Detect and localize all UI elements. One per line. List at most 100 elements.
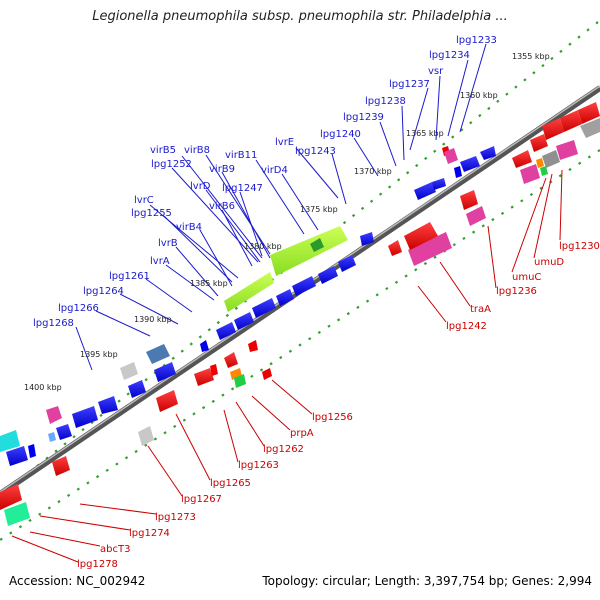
- gene-label[interactable]: lvrA: [150, 256, 170, 267]
- gene-magenta-1[interactable]: [46, 406, 62, 424]
- gene-label[interactable]: virB5: [150, 145, 176, 156]
- gene-label[interactable]: lpg1265: [210, 478, 251, 489]
- gene-blue-20[interactable]: [6, 446, 28, 466]
- gene-label[interactable]: lpg1267: [181, 494, 222, 505]
- gene-green-2[interactable]: [540, 166, 548, 176]
- gene-blue-11[interactable]: [460, 156, 480, 172]
- gene-label[interactable]: lpg1261: [109, 271, 150, 282]
- gene-label[interactable]: lpg1237: [389, 79, 430, 90]
- gene-label[interactable]: lpg1263: [238, 460, 279, 471]
- gene-red-8[interactable]: [388, 240, 402, 256]
- gene-orange-1[interactable]: [536, 158, 544, 168]
- gene-label[interactable]: lpg1278: [77, 559, 118, 570]
- gene-blue-14[interactable]: [200, 340, 209, 352]
- gene-red-17[interactable]: [0, 484, 22, 510]
- gene-red-11[interactable]: [248, 340, 258, 352]
- gene-blue-7[interactable]: [338, 255, 356, 272]
- gene-label[interactable]: lpg1230: [559, 241, 600, 252]
- gene-label[interactable]: lpg1233: [456, 35, 497, 46]
- gene-blue-6[interactable]: [318, 266, 338, 284]
- gene-blue-3[interactable]: [252, 298, 276, 318]
- gene-label[interactable]: virB9: [209, 164, 235, 175]
- gene-grey-2[interactable]: [580, 118, 600, 138]
- gene-magenta-4[interactable]: [466, 206, 486, 226]
- gene-virB-cluster-green-1[interactable]: [224, 272, 274, 312]
- gene-label[interactable]: lvrD: [190, 181, 211, 192]
- gene-grey-1[interactable]: [120, 362, 138, 380]
- gene-blue-19[interactable]: [56, 424, 72, 440]
- gene-red-6[interactable]: [460, 190, 478, 210]
- gene-grey-4[interactable]: [138, 426, 154, 446]
- gene-label[interactable]: lpg1256: [312, 412, 353, 423]
- gene-label[interactable]: virB8: [184, 145, 210, 156]
- gene-red-14[interactable]: [262, 368, 272, 380]
- gene-blue-21[interactable]: [28, 444, 36, 458]
- gene-label[interactable]: lpg1239: [343, 112, 384, 123]
- gene-label[interactable]: traA: [470, 304, 491, 315]
- gene-label[interactable]: lpg1262: [263, 444, 304, 455]
- gene-blue-10[interactable]: [432, 178, 446, 190]
- gene-label[interactable]: lvrC: [134, 195, 154, 206]
- gene-grey-3[interactable]: [542, 150, 560, 168]
- gene-label[interactable]: lpg1238: [365, 96, 406, 107]
- gene-virB-cluster-green-2[interactable]: [270, 226, 348, 276]
- gene-blue-13[interactable]: [454, 166, 462, 178]
- gene-label[interactable]: umuC: [512, 272, 541, 283]
- gene-label[interactable]: umuD: [534, 257, 564, 268]
- gene-label[interactable]: lpg1247: [222, 183, 263, 194]
- gene-magenta-3[interactable]: [520, 164, 540, 184]
- gene-label[interactable]: lpg1268: [33, 318, 74, 329]
- gene-red-13[interactable]: [210, 364, 218, 376]
- gene-red-12[interactable]: [194, 368, 214, 386]
- gene-label[interactable]: abcT3: [100, 544, 130, 555]
- gene-blue-18[interactable]: [72, 406, 98, 428]
- gene-blue-9[interactable]: [414, 182, 436, 200]
- gene-label[interactable]: lpg1242: [446, 321, 487, 332]
- gene-label[interactable]: virD4: [261, 165, 288, 176]
- gene-blue-2[interactable]: [234, 312, 254, 330]
- gene-steel-1[interactable]: [146, 344, 170, 364]
- gene-label[interactable]: lpg1266: [58, 303, 99, 314]
- gene-green-dark[interactable]: [310, 238, 324, 252]
- gene-label[interactable]: prpA: [290, 428, 314, 439]
- gene-label[interactable]: lvrB: [158, 238, 178, 249]
- gene-red-5[interactable]: [512, 150, 532, 168]
- gene-label[interactable]: lpg1255: [131, 208, 172, 219]
- gene-label[interactable]: lpg1264: [83, 286, 124, 297]
- gene-label[interactable]: virB6: [209, 201, 235, 212]
- gene-green-3[interactable]: [234, 374, 246, 388]
- gene-label[interactable]: virB11: [225, 150, 257, 161]
- gene-magenta-6[interactable]: [444, 148, 458, 164]
- gene-blue-17[interactable]: [98, 396, 118, 414]
- gene-blue-4[interactable]: [276, 289, 294, 306]
- gene-magenta-2[interactable]: [556, 140, 578, 160]
- gene-cyan-1[interactable]: [0, 430, 20, 452]
- gene-blue-5[interactable]: [292, 276, 316, 296]
- gene-teal-1[interactable]: [4, 502, 30, 526]
- gene-magenta-5[interactable]: [408, 232, 452, 266]
- gene-red-16[interactable]: [52, 456, 70, 476]
- gene-label[interactable]: lvrE: [275, 137, 294, 148]
- gene-red-3[interactable]: [578, 102, 600, 124]
- gene-red-10[interactable]: [224, 352, 238, 368]
- gene-label[interactable]: virB4: [176, 222, 202, 233]
- gene-blue-1[interactable]: [216, 322, 236, 340]
- gene-blue-12[interactable]: [480, 146, 496, 160]
- gene-label[interactable]: lpg1243: [295, 146, 336, 157]
- gene-label[interactable]: lpg1273: [155, 512, 196, 523]
- gene-red-15[interactable]: [156, 390, 178, 412]
- gene-label[interactable]: lpg1252: [151, 159, 192, 170]
- gene-red-4[interactable]: [530, 134, 548, 152]
- gene-label[interactable]: lpg1240: [320, 129, 361, 140]
- gene-label[interactable]: lpg1234: [429, 50, 470, 61]
- gene-blue-15[interactable]: [154, 362, 176, 382]
- gene-blue-8[interactable]: [360, 232, 374, 246]
- gene-blue-22[interactable]: [48, 432, 56, 442]
- gene-red-1[interactable]: [542, 118, 564, 140]
- gene-blue-16[interactable]: [128, 380, 146, 398]
- gene-red-7[interactable]: [404, 222, 438, 250]
- gene-red-2[interactable]: [560, 110, 582, 132]
- gene-label[interactable]: vsr: [428, 66, 444, 77]
- gene-label[interactable]: lpg1236: [496, 286, 537, 297]
- gene-label[interactable]: lpg1274: [129, 528, 170, 539]
